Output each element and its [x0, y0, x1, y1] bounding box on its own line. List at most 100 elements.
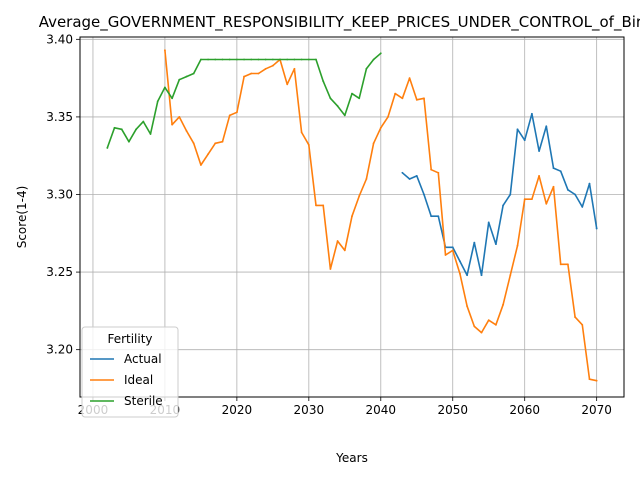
data-point-ideal: [343, 249, 346, 252]
data-point-ideal: [545, 202, 548, 205]
data-point-ideal: [423, 97, 425, 100]
data-point-ideal: [250, 72, 253, 75]
data-point-ideal: [307, 143, 310, 146]
x-tick-label: 2040: [366, 403, 397, 417]
data-point-sterile: [336, 105, 339, 107]
data-point-ideal: [322, 204, 325, 207]
data-point-ideal: [358, 195, 361, 197]
data-point-sterile: [178, 78, 181, 81]
legend-label-sterile: Sterile: [124, 394, 163, 408]
data-point-sterile: [228, 58, 231, 61]
data-point-sterile: [271, 58, 274, 61]
data-point-ideal: [199, 164, 202, 166]
data-point-sterile: [235, 58, 238, 61]
data-point-sterile: [372, 58, 375, 61]
data-point-actual: [408, 178, 411, 180]
data-point-actual: [566, 188, 569, 191]
data-point-sterile: [135, 128, 138, 131]
data-point-ideal: [437, 171, 440, 174]
data-point-ideal: [530, 198, 533, 201]
data-point-ideal: [581, 323, 584, 326]
data-point-actual: [480, 274, 483, 277]
data-point-ideal: [171, 123, 174, 126]
data-point-ideal: [480, 331, 483, 334]
data-series: [106, 49, 598, 382]
axis-ticks: 200020102020203020402050206020703.203.25…: [46, 32, 612, 417]
data-point-actual: [530, 112, 533, 115]
y-tick-label: 3.20: [46, 343, 73, 357]
data-point-actual: [509, 193, 512, 196]
series-line-actual: [401, 113, 598, 277]
data-point-ideal: [552, 185, 555, 188]
data-point-actual: [466, 274, 469, 277]
x-tick-label: 2070: [581, 403, 612, 417]
data-point-actual: [595, 227, 598, 230]
data-point-ideal: [459, 272, 461, 275]
y-axis-label: Score(1-4): [15, 186, 29, 249]
data-point-ideal: [588, 378, 591, 381]
data-point-sterile: [264, 58, 267, 61]
data-point-ideal: [185, 129, 188, 132]
data-point-sterile: [315, 58, 317, 61]
x-tick-label: 2020: [222, 403, 253, 417]
data-point-sterile: [250, 58, 253, 61]
data-point-ideal: [329, 268, 332, 270]
data-point-ideal: [401, 97, 404, 100]
data-point-ideal: [300, 131, 303, 134]
data-point-sterile: [307, 58, 310, 61]
data-point-sterile: [149, 133, 152, 135]
data-point-sterile: [343, 114, 346, 117]
data-point-actual: [545, 125, 548, 128]
data-point-ideal: [214, 142, 217, 145]
data-point-ideal: [372, 142, 375, 145]
data-point-sterile: [207, 58, 209, 61]
data-point-actual: [523, 139, 526, 142]
data-point-ideal: [473, 325, 476, 328]
data-point-sterile: [322, 80, 325, 83]
x-tick-label: 2030: [294, 403, 325, 417]
data-point-sterile: [351, 92, 353, 95]
y-tick-label: 3.30: [46, 188, 73, 202]
data-point-sterile: [279, 58, 281, 61]
data-point-sterile: [192, 72, 195, 75]
data-point-ideal: [466, 305, 469, 308]
data-point-actual: [502, 204, 505, 207]
data-point-ideal: [430, 168, 433, 171]
data-point-actual: [437, 215, 440, 218]
y-tick-label: 3.25: [46, 265, 73, 279]
data-point-ideal: [257, 72, 260, 75]
data-point-actual: [588, 182, 591, 185]
data-point-actual: [459, 260, 461, 263]
data-point-ideal: [365, 178, 368, 180]
data-point-sterile: [286, 58, 289, 61]
data-point-actual: [401, 171, 404, 174]
data-point-ideal: [502, 303, 505, 306]
x-axis-label: Years: [335, 451, 368, 465]
data-point-ideal: [192, 142, 195, 145]
data-point-actual: [552, 167, 555, 170]
data-point-sterile: [257, 58, 260, 61]
data-point-actual: [574, 193, 576, 196]
data-point-ideal: [336, 240, 339, 242]
data-point-sterile: [156, 100, 159, 103]
data-point-ideal: [387, 116, 389, 118]
legend-label-ideal: Ideal: [124, 373, 153, 387]
data-point-ideal: [164, 49, 166, 52]
data-point-actual: [495, 243, 497, 246]
data-point-ideal: [221, 140, 224, 143]
data-point-sterile: [171, 97, 174, 100]
data-point-ideal: [516, 244, 519, 247]
data-point-ideal: [264, 67, 267, 70]
data-point-ideal: [451, 249, 454, 252]
data-point-actual: [559, 170, 562, 173]
legend-label-actual: Actual: [124, 352, 162, 366]
data-point-sterile: [358, 97, 361, 100]
data-point-ideal: [566, 263, 569, 266]
data-point-sterile: [106, 147, 109, 149]
data-point-ideal: [351, 215, 353, 218]
data-point-actual: [473, 241, 476, 244]
data-point-actual: [538, 150, 540, 152]
data-point-sterile: [379, 52, 382, 55]
data-point-ideal: [178, 116, 181, 118]
